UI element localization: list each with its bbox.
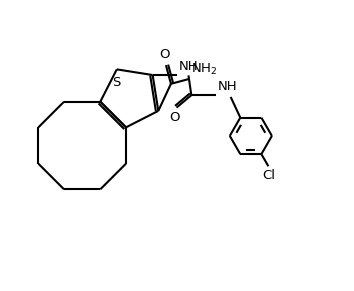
Text: Cl: Cl bbox=[262, 169, 275, 182]
Text: NH: NH bbox=[179, 60, 199, 72]
Text: O: O bbox=[159, 48, 170, 61]
Text: NH: NH bbox=[218, 80, 237, 93]
Text: S: S bbox=[113, 76, 121, 89]
Text: NH$_2$: NH$_2$ bbox=[192, 62, 218, 77]
Text: O: O bbox=[170, 111, 180, 124]
